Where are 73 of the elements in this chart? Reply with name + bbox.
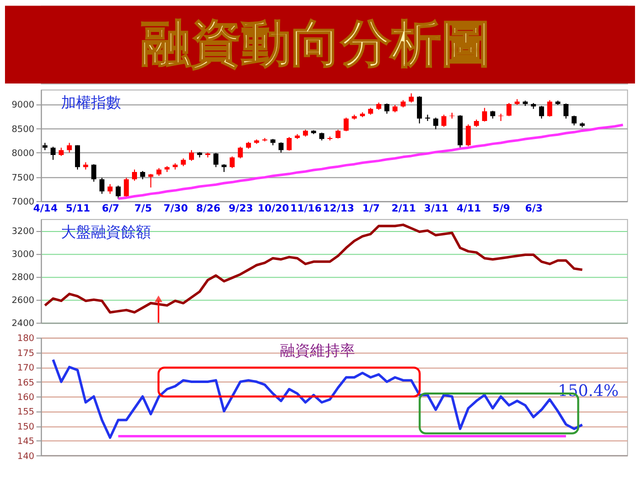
y-tick-label: 2400 — [12, 319, 35, 330]
candlestick — [482, 107, 488, 122]
y-tick-label: 8000 — [12, 149, 35, 160]
y-tick-label: 8500 — [12, 124, 35, 135]
text: 融資動向分析圖 — [141, 14, 492, 73]
y-tick-label: 9000 — [12, 100, 35, 110]
candlestick — [384, 103, 390, 114]
candlestick — [238, 146, 243, 159]
candlestick — [408, 92, 414, 104]
chart-title: 融資維持率 — [280, 342, 356, 360]
candlestick — [50, 146, 56, 160]
chart-title: 加權指數 — [60, 93, 121, 112]
candlestick — [506, 102, 512, 117]
x-tick-label: 9/23 — [228, 204, 254, 215]
candlestick — [278, 142, 284, 154]
candlestick — [441, 114, 446, 128]
candlestick — [466, 124, 471, 147]
x-tick-label: 6/7 — [102, 204, 120, 215]
candlestick — [498, 113, 504, 122]
candlestick — [416, 96, 422, 124]
y-tick-label: 145 — [17, 437, 34, 448]
x-tick-label: 6/3 — [525, 204, 543, 215]
x-tick-label: 1/7 — [362, 204, 380, 215]
x-tick-label: 2/11 — [391, 204, 416, 215]
y-tick-label: 140 — [17, 452, 35, 462]
y-tick-label: 155 — [17, 408, 34, 418]
candlestick — [132, 169, 137, 182]
candlestick — [188, 150, 194, 162]
x-tick-label: 7/5 — [134, 204, 152, 215]
candlestick — [99, 177, 104, 194]
x-tick-label: 4/14 — [33, 204, 58, 215]
y-tick-label: 7500 — [12, 173, 35, 184]
y-tick-label: 150 — [17, 422, 35, 432]
x-tick-label: 5/9 — [492, 204, 510, 215]
candlestick — [539, 105, 544, 120]
candlestick — [433, 117, 438, 130]
x-tick-label: 5/11 — [66, 204, 90, 215]
y-tick-label: 170 — [17, 364, 35, 374]
candlestick — [344, 117, 349, 132]
candlestick — [75, 144, 80, 170]
annotation: 150.4% — [558, 380, 619, 400]
x-tick-label: 7/30 — [163, 204, 188, 215]
y-tick-label: 3000 — [12, 250, 35, 260]
candlestick — [563, 103, 568, 120]
x-tick-label: 8/26 — [196, 204, 221, 215]
candlestick — [148, 173, 154, 188]
y-tick-label: 7000 — [12, 198, 35, 208]
y-tick-label: 165 — [17, 378, 34, 388]
y-tick-label: 175 — [17, 348, 34, 359]
candlestick — [124, 177, 129, 198]
candlestick — [108, 184, 113, 194]
candlestick — [450, 112, 454, 120]
x-tick-label: 3/11 — [424, 204, 448, 215]
candlestick — [286, 136, 292, 152]
x-tick-label: 11/16 — [290, 204, 322, 215]
x-tick-label: 10/20 — [258, 204, 290, 215]
candlestick — [547, 100, 552, 118]
candlestick — [66, 142, 72, 154]
x-tick-label: 12/13 — [322, 204, 354, 215]
candlestick — [116, 185, 121, 200]
x-tick-label: 4/11 — [456, 204, 482, 215]
y-tick-label: 160 — [17, 392, 35, 403]
y-tick-label: 180 — [17, 334, 35, 344]
y-tick-label: 3200 — [12, 227, 35, 238]
y-tick-label: 2800 — [12, 273, 35, 284]
y-tick-label: 2600 — [12, 296, 35, 306]
line-series — [116, 124, 624, 200]
candlestick — [213, 152, 218, 168]
candlestick — [230, 156, 235, 169]
line-series — [44, 224, 584, 314]
chart-title: 大盤融資餘額 — [60, 222, 151, 241]
candlestick — [572, 115, 577, 126]
candlestick — [91, 164, 96, 182]
